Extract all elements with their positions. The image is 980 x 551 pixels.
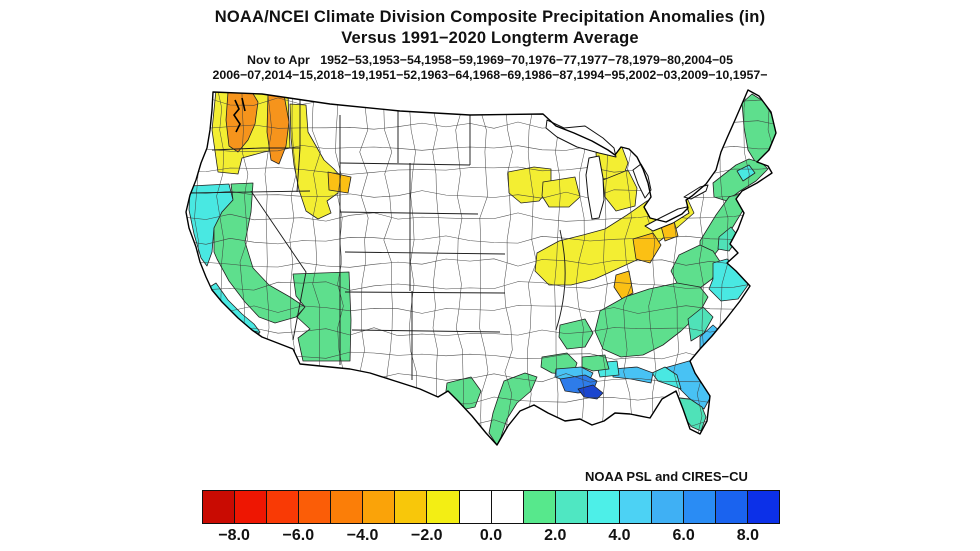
page-title: NOAA/NCEI Climate Division Composite Pre… xyxy=(214,8,766,26)
state-border-line xyxy=(351,329,501,333)
region-mississippi-west xyxy=(558,318,594,350)
state-border-line xyxy=(189,190,311,194)
division-boundary-line xyxy=(192,90,201,439)
page-subtitle: Versus 1991−2020 Longterm Average xyxy=(341,29,639,47)
division-boundary-line xyxy=(186,281,776,291)
division-boundary-line xyxy=(432,90,441,439)
colorbar-cell-11 xyxy=(555,491,588,523)
region-texas-coast xyxy=(488,372,538,445)
title-block: NOAA/NCEI Climate Division Composite Pre… xyxy=(0,7,980,83)
state-border-line xyxy=(296,147,301,193)
colorbar-cell-5 xyxy=(363,491,396,523)
state-border-line xyxy=(339,162,471,166)
region-new-england-coast xyxy=(712,158,769,202)
region-idaho-west-montana xyxy=(289,103,342,220)
colorbar-cell-14 xyxy=(651,491,684,523)
division-boundary-line xyxy=(409,90,417,439)
colorbar-cell-10 xyxy=(523,491,556,523)
climate-division-boundaries xyxy=(186,90,776,439)
composite-years-line-1: Nov to Apr 1952−53,1953−54,1958−59,1969−… xyxy=(247,53,733,67)
lake-erie xyxy=(644,206,690,232)
division-boundary-line xyxy=(186,327,776,336)
colorbar-cell-7 xyxy=(427,491,460,523)
colorbar xyxy=(202,490,780,524)
colorbar-cell-17 xyxy=(748,491,780,523)
colorbar-cell-4 xyxy=(331,491,364,523)
division-boundary-line xyxy=(503,90,513,439)
composite-years-line-2: 2006−07,2014−15,2018−19,1951−52,1963−64,… xyxy=(212,68,768,82)
region-california-central xyxy=(213,182,306,324)
region-sc-ga-coastal-plain xyxy=(687,306,714,342)
colorbar-cell-1 xyxy=(235,491,268,523)
colorbar-cell-15 xyxy=(683,491,716,523)
colorbar-cell-6 xyxy=(395,491,428,523)
state-border-line xyxy=(555,229,566,331)
state-border-line xyxy=(250,190,307,341)
state-border-line xyxy=(344,291,506,294)
state-border-line xyxy=(344,251,506,255)
division-boundary-line xyxy=(186,304,776,314)
division-boundary-line xyxy=(186,258,776,268)
state-border-line xyxy=(339,211,479,215)
division-boundary-line xyxy=(479,90,489,439)
lake-michigan xyxy=(585,155,605,220)
state-border-line xyxy=(211,147,300,151)
us-border-outline xyxy=(185,89,777,446)
region-norcal-coast xyxy=(188,183,234,267)
colorbar-cell-2 xyxy=(267,491,300,523)
division-boundary-line xyxy=(554,90,561,439)
puget-sound-inlets xyxy=(233,97,246,133)
credit-text: NOAA PSL and CIRES−CU xyxy=(585,469,748,484)
colorbar-cell-0 xyxy=(203,491,236,523)
colorbar-cell-12 xyxy=(587,491,620,523)
colorbar-cell-13 xyxy=(619,491,652,523)
region-washington-puget-sound xyxy=(225,91,259,153)
region-west-virginia xyxy=(632,232,662,264)
colorbar-cell-3 xyxy=(299,491,332,523)
region-arizona-new-mexico xyxy=(292,271,352,362)
division-boundary-line xyxy=(527,90,537,439)
colorbar-cell-9 xyxy=(491,491,524,523)
division-boundary-line xyxy=(455,90,464,439)
division-boundary-line xyxy=(186,235,776,245)
colorbar-cell-8 xyxy=(459,491,492,523)
region-wisconsin xyxy=(541,176,581,208)
colorbar-cell-16 xyxy=(716,491,749,523)
